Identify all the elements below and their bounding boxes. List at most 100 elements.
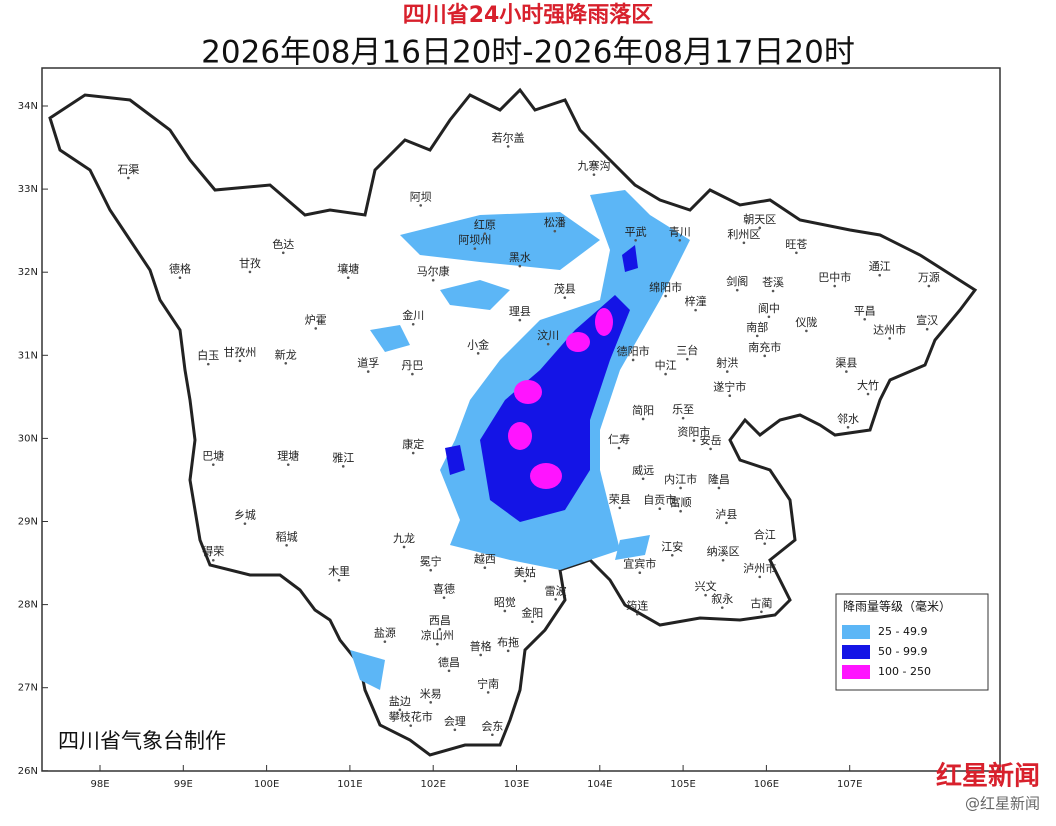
place-dot: [634, 239, 637, 242]
place-name: 马尔康: [417, 264, 450, 278]
place-dot: [694, 308, 697, 312]
place-dot: [709, 447, 712, 451]
place-dot: [178, 276, 182, 280]
legend-title: 降雨量等级（毫米）: [843, 599, 951, 614]
place-name: 阿坝州: [458, 233, 491, 247]
watermark: 红星新闻: [936, 761, 1040, 792]
place-dot: [925, 327, 929, 331]
place-name: 甘孜: [239, 256, 261, 270]
place-name: 威远: [632, 464, 654, 477]
rain-area-severe: [566, 332, 590, 352]
place-dot: [760, 610, 763, 614]
place-name: 盐边: [389, 695, 411, 708]
place-dot: [641, 477, 645, 481]
place-name: 道孚: [357, 356, 379, 370]
place-name: 汶川: [537, 328, 559, 342]
place-name: 黑水: [509, 251, 531, 264]
place-dot: [506, 145, 510, 148]
place-dot: [725, 521, 728, 525]
place-name: 康定: [402, 437, 424, 451]
place-name: 内江市: [664, 472, 697, 486]
place-dot: [720, 606, 724, 609]
place-name: 万源: [918, 270, 940, 284]
place-dot: [763, 354, 767, 358]
place-dot: [679, 509, 682, 513]
lon-tick-label: 102E: [420, 779, 445, 790]
watermark-handle: @红星新闻: [965, 795, 1040, 813]
place-dot: [641, 417, 645, 421]
place-dot: [337, 578, 341, 582]
place-dot: [486, 691, 490, 694]
place-name: 遂宁市: [713, 380, 746, 394]
place-name: 青川: [669, 225, 691, 238]
place-dot: [447, 669, 451, 673]
place-name: 乡城: [234, 509, 256, 522]
place-dot: [366, 370, 370, 373]
place-dot: [483, 566, 487, 570]
place-name: 雅江: [332, 450, 354, 464]
credit: 四川省气象台制作: [58, 729, 226, 753]
rain-area-light: [370, 325, 410, 352]
place-name: 米易: [420, 687, 442, 700]
place-name: 新龙: [275, 347, 297, 361]
place-dot: [767, 315, 771, 319]
place-name: 自贡市: [643, 493, 676, 507]
legend-swatch: [842, 645, 870, 659]
place-name: 荣县: [609, 493, 631, 506]
place-name: 宜宾市: [623, 557, 656, 571]
place-dot: [735, 288, 739, 292]
place-name: 昭觉: [494, 596, 516, 609]
place-name: 喜德: [433, 582, 455, 596]
rain-area-severe: [508, 422, 532, 450]
graticule: 34N 33N 32N 31N 30N 29N 28N 27N 26N 98E 99E 100E 101…: [18, 101, 863, 790]
place-name: 炉霍: [305, 313, 327, 326]
place-dot: [771, 289, 775, 293]
legend: 降雨量等级（毫米） 25 - 49.9 50 - 99.9 100 - 250: [835, 593, 989, 691]
place-dot: [755, 334, 759, 338]
place-dot: [553, 229, 557, 233]
place-dot: [563, 296, 567, 299]
place-name: 朝天区: [743, 213, 776, 226]
place-name: 得荣: [202, 545, 224, 558]
place-dot: [554, 598, 557, 601]
lat-tick-label: 34N: [18, 101, 38, 112]
place-name: 松潘: [544, 215, 566, 229]
place-name: 通江: [869, 260, 891, 273]
legend-swatch: [842, 625, 870, 639]
place-name: 宁南: [477, 676, 499, 690]
place-name: 理县: [509, 305, 531, 318]
place-name: 三台: [676, 343, 698, 357]
rain-area-severe: [595, 308, 613, 336]
place-dot: [721, 558, 725, 562]
place-name: 资阳市: [677, 425, 710, 439]
place-dot: [429, 701, 433, 704]
place-name: 江安: [661, 539, 683, 553]
place-dot: [383, 640, 387, 643]
lon-tick-label: 107E: [837, 779, 862, 790]
place-dot: [453, 728, 457, 732]
place-name: 九龙: [393, 532, 415, 545]
place-dot: [479, 653, 482, 657]
lon-tick-label: 105E: [670, 779, 695, 790]
map-title: 四川省24小时强降雨落区: [403, 3, 654, 28]
place-dot: [664, 294, 667, 298]
place-name: 泸县: [715, 508, 737, 521]
place-name: 会东: [481, 720, 503, 733]
place-dot: [518, 264, 522, 268]
place-name: 阆中: [758, 301, 780, 315]
place-dot: [238, 359, 242, 363]
place-name: 阿坝: [410, 189, 432, 203]
place-dot: [927, 284, 931, 288]
place-name: 布拖: [497, 635, 519, 649]
place-name: 金阳: [521, 606, 543, 620]
lon-tick-label: 98E: [90, 779, 109, 790]
place-name: 绵阳市: [649, 280, 682, 294]
place-dot: [429, 568, 433, 572]
place-name: 稻城: [276, 530, 298, 543]
place-name: 巴中市: [818, 270, 851, 284]
place-dot: [284, 362, 288, 365]
lon-tick-label: 104E: [587, 779, 612, 790]
place-name: 旺苍: [785, 238, 807, 251]
place-dot: [833, 284, 837, 288]
